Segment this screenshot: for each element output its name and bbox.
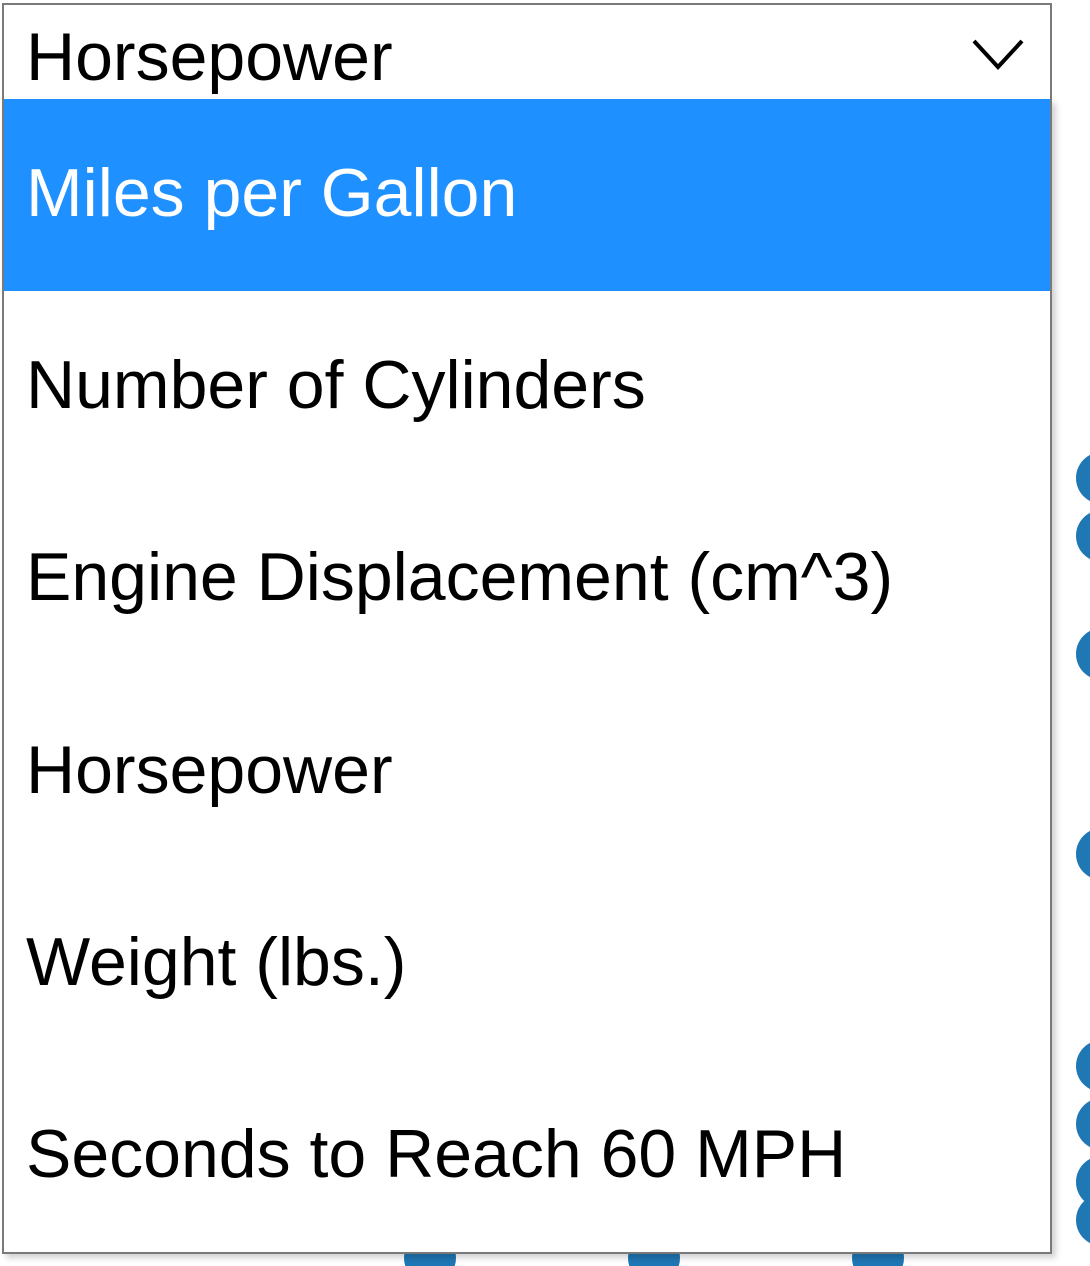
scatter-point: [1076, 1098, 1090, 1150]
scatter-point: [1076, 1194, 1090, 1246]
select-option-label: Weight (lbs.): [26, 923, 407, 1000]
select-option[interactable]: Engine Displacement (cm^3): [4, 483, 1050, 675]
scatter-point: [1076, 1040, 1090, 1092]
select-option-label: Seconds to Reach 60 MPH: [26, 1116, 847, 1193]
select-option[interactable]: Number of Cylinders: [4, 291, 1050, 483]
scatter-point: [1076, 1156, 1090, 1208]
scatter-point: [1076, 828, 1090, 880]
scatter-point: [1076, 510, 1090, 562]
scatter-point: [1076, 628, 1090, 680]
select-current-value: Horsepower: [26, 19, 393, 95]
select-option[interactable]: Weight (lbs.): [4, 868, 1050, 1060]
select-option[interactable]: Horsepower: [4, 676, 1050, 868]
select-option[interactable]: Miles per Gallon: [4, 99, 1050, 292]
select-option-label: Engine Displacement (cm^3): [26, 539, 894, 616]
axis-select[interactable]: Horsepower: [2, 3, 1052, 101]
select-option[interactable]: Seconds to Reach 60 MPH: [4, 1060, 1050, 1252]
select-option-label: Horsepower: [26, 731, 393, 808]
chevron-down-icon[interactable]: [970, 35, 1026, 73]
select-option-label: Number of Cylinders: [26, 347, 646, 424]
select-option-label: Miles per Gallon: [26, 155, 518, 232]
scatter-point: [1076, 452, 1090, 504]
select-options-list: Miles per Gallon Number of Cylinders Engin…: [2, 99, 1052, 1254]
